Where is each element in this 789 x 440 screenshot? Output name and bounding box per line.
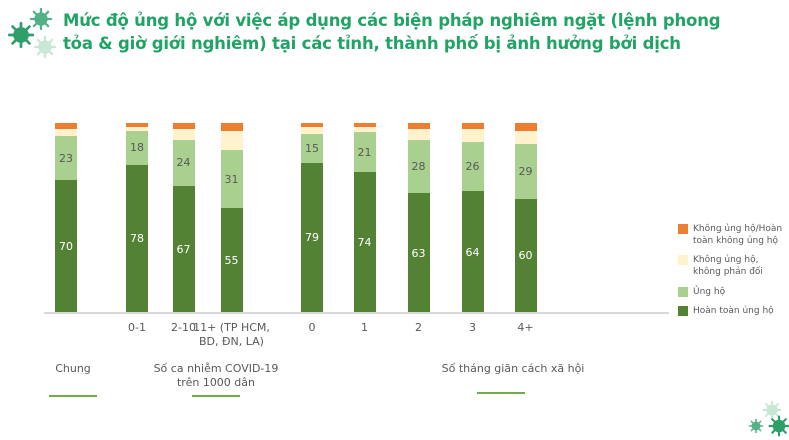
- bar-segment: [55, 123, 77, 129]
- stacked-bar: 26 64: [461, 123, 484, 313]
- bar-segment: [220, 130, 243, 150]
- legend-swatch: [678, 305, 688, 316]
- x-tick-label: 2: [415, 321, 422, 334]
- bar-segment: [301, 123, 323, 127]
- stacked-bar: 15 79: [301, 123, 323, 313]
- bar-segment: 18: [126, 130, 148, 165]
- virus-cluster-icon: [8, 7, 57, 59]
- virus-cluster-icon: [748, 400, 789, 437]
- value-label: 55: [224, 254, 239, 268]
- x-tick-label: 3: [469, 321, 476, 334]
- value-label: 31: [224, 172, 239, 186]
- legend-swatch: [678, 286, 688, 297]
- legend: Không ủng hộ/Hoàn toàn không ủng hộ Không…: [678, 223, 784, 317]
- x-tick-label: 2-10: [171, 321, 196, 334]
- group-underline: [49, 395, 97, 397]
- bar-segment: 67: [172, 185, 195, 313]
- stacked-bar: 18 78: [126, 123, 148, 313]
- bar-segment: 21: [353, 132, 376, 173]
- legend-item: Hoàn toàn ủng hộ: [678, 305, 784, 317]
- bar-segment: 55: [220, 208, 243, 313]
- value-label: 79: [305, 231, 319, 245]
- stacked-bar: 28 63: [407, 123, 430, 313]
- chart-title: Mức độ ủng hộ với việc áp dụng các biện …: [63, 11, 721, 53]
- value-label: 63: [411, 246, 426, 260]
- bar-segment: [353, 123, 376, 127]
- legend-label: Không ủng hộ/Hoàn toàn không ủng hộ: [693, 224, 783, 247]
- bar-segment: 70: [55, 179, 77, 313]
- bar-segment: [514, 130, 537, 144]
- x-tick-label: 0-1: [128, 321, 146, 334]
- category-group-label: Chung: [55, 362, 91, 375]
- value-label: 29: [518, 164, 533, 178]
- bar-segment: [126, 123, 148, 127]
- bar-segment: 29: [514, 143, 537, 199]
- bar-segment: 74: [353, 172, 376, 313]
- legend-label: Không ủng hộ, không phản đối: [693, 255, 763, 278]
- x-axis-line: [44, 312, 669, 314]
- value-label: 60: [518, 249, 533, 263]
- value-label: 23: [59, 151, 73, 165]
- legend-item: Không ủng hộ, không phản đối: [678, 254, 784, 278]
- group-underline: [477, 392, 525, 394]
- value-label: 26: [465, 160, 480, 174]
- x-tick-label: 4+: [517, 321, 534, 334]
- bar-segment: [126, 126, 148, 131]
- value-label: 78: [130, 232, 144, 246]
- legend-label: Ủng hộ: [693, 286, 726, 297]
- value-label: 28: [411, 160, 426, 174]
- bar-segment: 28: [407, 140, 430, 194]
- bar-segment: [514, 123, 537, 131]
- category-group-label: Số tháng giãn cách xã hội: [441, 362, 585, 375]
- stacked-bar: 24 67: [172, 123, 195, 313]
- value-label: 21: [357, 145, 372, 159]
- bar-segment: 23: [55, 136, 77, 180]
- legend-label: Hoàn toàn ủng hộ: [693, 305, 774, 316]
- value-label: 18: [130, 141, 144, 155]
- bar-segment: 15: [301, 134, 323, 163]
- bar-segment: 79: [301, 162, 323, 313]
- legend-item: Ủng hộ: [678, 286, 784, 298]
- bar-segment: [55, 128, 77, 137]
- legend-swatch: [678, 224, 688, 234]
- x-tick-label: 1: [361, 321, 368, 334]
- bar-segment: [407, 128, 430, 141]
- bar-segment: 63: [407, 193, 430, 313]
- stacked-bar: 23 70: [55, 123, 77, 313]
- bar-segment: 60: [514, 198, 537, 313]
- bar-segment: [461, 128, 484, 142]
- bar-segment: [172, 128, 195, 141]
- x-tick-label: 0: [308, 321, 316, 334]
- bar-segment: [172, 123, 195, 129]
- bar-segment: 24: [172, 140, 195, 186]
- group-underline: [192, 395, 240, 397]
- value-label: 15: [305, 142, 319, 156]
- stacked-bar: 29 60: [514, 123, 537, 313]
- bar-segment: [461, 123, 484, 129]
- bar-segment: [353, 126, 376, 133]
- stacked-bar: 21 74: [353, 123, 376, 313]
- bar-segment: [407, 123, 430, 129]
- legend-swatch: [678, 255, 688, 266]
- value-label: 64: [465, 245, 480, 259]
- value-label: 70: [59, 239, 73, 253]
- bar-segment: [301, 126, 323, 135]
- value-label: 24: [176, 156, 191, 170]
- value-label: 74: [357, 236, 372, 250]
- bar-segment: 64: [461, 191, 484, 313]
- bar-segment: 26: [461, 141, 484, 192]
- stacked-bar: 31 55: [220, 123, 243, 313]
- x-tick-label: 11+ (TP HCM, BD, ĐN, LA): [193, 321, 270, 348]
- bar-segment: [220, 123, 243, 131]
- bar-segment: 78: [126, 164, 148, 313]
- bar-segment: 31: [220, 149, 243, 209]
- category-group-label: Số ca nhiễm COVID-19 trên 1000 dân: [153, 362, 279, 390]
- legend-item: Không ủng hộ/Hoàn toàn không ủng hộ: [678, 223, 784, 247]
- value-label: 67: [176, 242, 191, 256]
